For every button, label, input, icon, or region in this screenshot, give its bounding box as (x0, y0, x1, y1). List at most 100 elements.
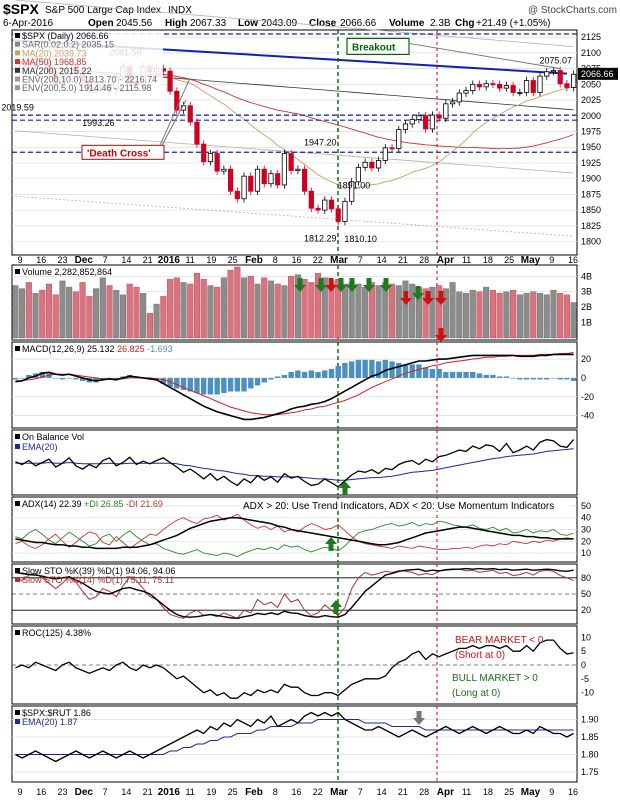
x-tick-label: 8 (273, 255, 278, 265)
macd-histogram-bar (429, 368, 436, 378)
candle-body (517, 92, 523, 94)
macd-histogram-bar (214, 377, 220, 395)
macd-histogram-bar (517, 377, 523, 380)
candle-body (375, 160, 382, 169)
volume-bar (167, 279, 174, 339)
x-tick-label: Mar (330, 787, 348, 798)
candle-body (530, 80, 536, 93)
candle-body (510, 85, 516, 93)
volume-bar (59, 280, 66, 339)
volume-red-arrow (325, 278, 337, 292)
x-tick-label: 16 (291, 255, 301, 265)
x-tick-label: 7 (358, 255, 363, 265)
x-tick-label: 14 (121, 787, 131, 797)
quote-date: 6-Apr-2016 (3, 18, 53, 29)
candle-body (476, 83, 483, 88)
volume-bar (543, 294, 550, 339)
roc-bear-sub: (Short at 0) (455, 650, 505, 661)
x-tick-label: Apr (437, 255, 454, 266)
candle-body (382, 147, 388, 161)
price-legend-label: $SPX (Daily) 2066.66 (22, 31, 109, 41)
volume-y-tick-label: 3B (581, 287, 592, 297)
price-legend-swatch (15, 33, 20, 38)
macd-histogram-bar (248, 377, 254, 389)
env-upper-5-line (15, 0, 574, 47)
volume-bar (133, 286, 140, 339)
volume-bar (66, 286, 73, 339)
volume-bar (86, 296, 93, 339)
candle-body (537, 75, 543, 93)
volume-down-arrow (363, 278, 375, 292)
volume-bar (93, 288, 100, 339)
x-tick-label: 23 (58, 787, 68, 797)
roc-y-tick-label: 5 (581, 646, 586, 656)
macd-histogram-bar (281, 374, 288, 378)
price-legend-swatch (15, 67, 20, 73)
macd-histogram-bar (537, 377, 543, 380)
macd-histogram-bar (456, 371, 462, 378)
macd-histogram-bar (261, 377, 267, 383)
quote-volume: 2.3B (430, 18, 451, 29)
stochastics-k39-line (15, 567, 574, 620)
volume-bar (308, 282, 315, 339)
breakout-pointer (408, 42, 561, 70)
price-y-tick-label: 1975 (581, 126, 601, 136)
candle-body (254, 168, 261, 192)
x-tick-label: 25 (228, 255, 238, 265)
volume-bar (294, 274, 301, 339)
candle-body (281, 153, 288, 186)
volume-bar (288, 276, 295, 339)
volume-bar (536, 293, 544, 339)
price-annotation: 1993.26 (82, 118, 115, 128)
macd-histogram-bar (308, 370, 315, 378)
macd-histogram-bar (221, 377, 227, 393)
x-tick-label: 18 (483, 787, 493, 797)
volume-red-arrow (435, 291, 447, 305)
volume-bar (247, 276, 254, 339)
ratio-line (15, 711, 574, 763)
stochastics-legend-label: Slow STO %K(14) %D(1) 75.11, 75.11 (22, 575, 174, 585)
adx-plus-di-line (15, 520, 574, 558)
candle-body (497, 83, 503, 89)
volume-bar (113, 289, 120, 339)
macd-histogram-bar (503, 376, 510, 378)
x-tick-label: Feb (245, 787, 263, 798)
ratio-legend-label: EMA(20) 1.87 (22, 717, 78, 727)
volume-bar (153, 303, 160, 339)
price-annotation: 2075.07 (539, 56, 572, 66)
stochastics-legend-swatch (15, 568, 20, 573)
volume-bar (469, 289, 476, 339)
macd-histogram-bar (362, 359, 368, 378)
candle-body (295, 168, 301, 171)
volume-bar (39, 289, 46, 339)
macd-histogram-bar (26, 374, 32, 378)
macd-histogram-bar (422, 367, 429, 378)
x-tick-label: Apr (437, 787, 454, 798)
price-legend-label: ENV(200,10.0) 1813.70 - 2216.74 (22, 75, 157, 85)
macd-histogram-bar (73, 377, 79, 380)
macd-histogram-bar (470, 371, 476, 378)
candle-body (221, 168, 227, 172)
candle-body (268, 173, 274, 185)
ratio-y-axis: 1.75 1.80 1.85 1.90 (12, 715, 599, 777)
volume-bar (389, 283, 396, 339)
price-legend-label: SAR(0.02,0.2) 2035.15 (22, 40, 114, 50)
x-tick-label: 11 (462, 255, 471, 265)
volume-bar (557, 293, 564, 339)
x-tick-label: May (521, 787, 541, 798)
price-y-tick-label: 1825 (581, 221, 601, 231)
ratio-grey-arrow (413, 711, 425, 725)
adx-y-tick-label: 10 (581, 548, 591, 558)
volume-bar (12, 285, 19, 339)
roc-legend-swatch (15, 630, 20, 635)
price-legend-bg (13, 31, 163, 95)
roc-legend: ROC(125) 4.38% (15, 628, 91, 638)
x-tick-label: 25 (504, 787, 514, 797)
death-cross-pointer (159, 77, 191, 146)
macd-histogram-bar (564, 377, 570, 380)
macd-histogram-bar (46, 373, 52, 378)
macd-histogram-bar (449, 371, 456, 378)
macd-histogram-bar (241, 377, 247, 392)
roc-y-tick-label: -10 (581, 688, 594, 698)
macd-histogram-bar (328, 368, 335, 378)
